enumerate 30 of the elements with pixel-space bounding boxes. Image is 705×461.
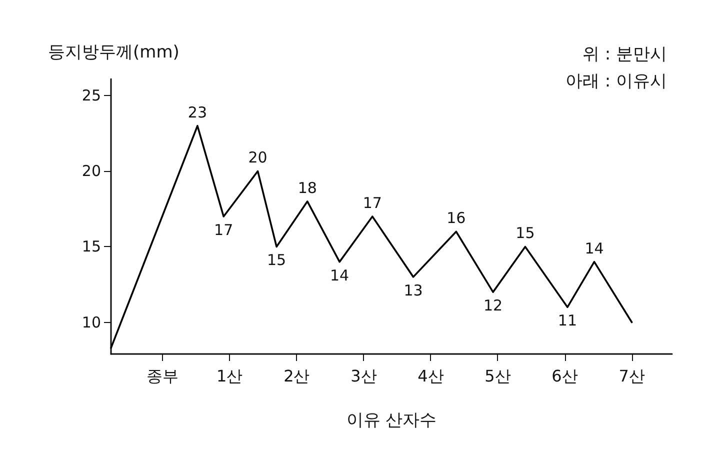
data-label: 15 xyxy=(267,251,286,270)
x-tick-label: 3산 xyxy=(350,366,377,386)
x-tick-label: 6산 xyxy=(552,366,578,386)
data-label: 11 xyxy=(558,312,577,330)
y-tick-label: 10 xyxy=(82,313,101,332)
x-tick-label: 1산 xyxy=(216,366,243,386)
y-tick-label: 25 xyxy=(82,86,101,105)
x-tick-label: 4산 xyxy=(418,366,444,386)
x-tick-label: 5산 xyxy=(484,366,511,386)
data-label: 17 xyxy=(214,221,234,239)
data-label: 13 xyxy=(404,281,423,300)
x-tick-label: 7산 xyxy=(618,366,645,386)
line-series xyxy=(110,124,633,349)
x-tick-label: 2산 xyxy=(284,366,310,386)
x-axis-title: 이유 산자수 xyxy=(346,410,437,430)
data-label: 18 xyxy=(298,178,317,197)
data-label: 12 xyxy=(483,296,503,315)
annotation: 아래 : 이유시 xyxy=(565,72,668,92)
x-tick-label: 종부 xyxy=(146,366,179,386)
data-label: 14 xyxy=(330,266,350,284)
data-label: 16 xyxy=(446,209,466,228)
data-label: 23 xyxy=(188,103,208,122)
data-label: 17 xyxy=(362,194,382,212)
text: 위 : 분만시 xyxy=(582,44,668,64)
y-axis-title: 등지방두께(mm) xyxy=(48,42,180,62)
data-label: 14 xyxy=(584,239,604,258)
y-tick-label: 20 xyxy=(82,162,101,180)
data-label: 15 xyxy=(516,224,535,242)
data-label: 20 xyxy=(248,148,268,167)
y-tick-label: 15 xyxy=(82,238,101,256)
